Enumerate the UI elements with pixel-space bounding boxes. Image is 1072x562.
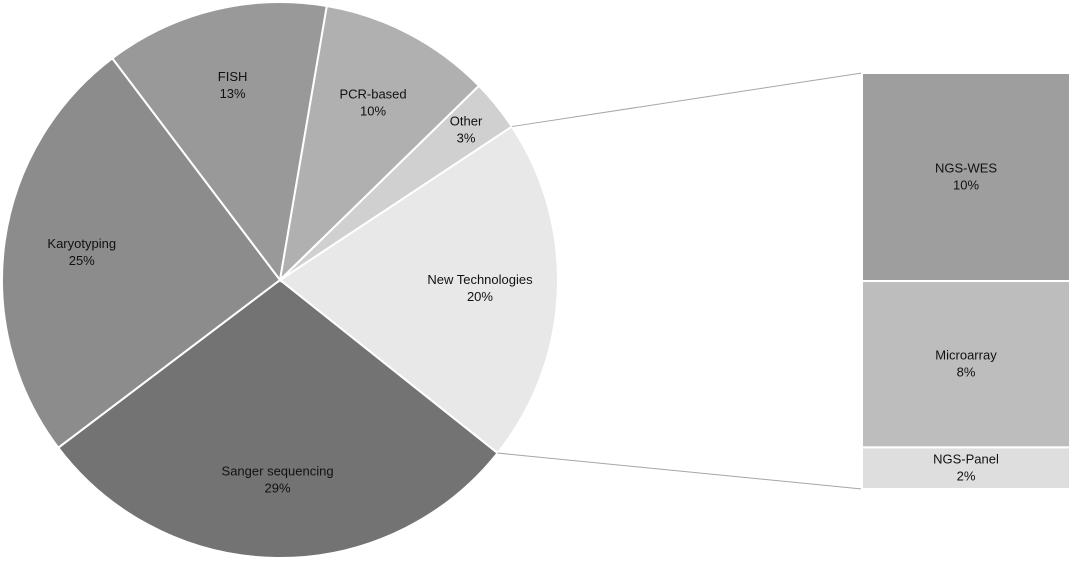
segment-ngs-panel-name: NGS-Panel	[933, 452, 999, 467]
breakout-bar	[861, 72, 1071, 490]
pie	[1, 1, 559, 559]
segment-ngs-panel-label: NGS-Panel 2%	[933, 452, 999, 484]
segment-microarray-value: 8%	[957, 365, 976, 380]
slice-sanger-sequencing-name: Sanger sequencing	[222, 464, 334, 479]
bar-segment-microarray	[861, 280, 1071, 449]
slice-other-name: Other	[450, 113, 483, 128]
slice-sanger-sequencing-value: 29%	[265, 481, 291, 496]
slice-new-technologies-name: New Technologies	[427, 272, 533, 287]
pie-slice-fish	[110, 1, 328, 283]
slice-other-label: Other 3%	[450, 113, 483, 145]
connector-line-bottom	[497, 452, 863, 490]
segment-ngs-panel-value: 2%	[957, 469, 976, 484]
pie-slice-sanger-sequencing	[56, 278, 499, 559]
segment-ngs-wes-name: NGS-WES	[935, 161, 997, 176]
slice-fish-name: FISH	[218, 69, 248, 84]
connector-line-top	[511, 72, 863, 128]
slice-pcr-based-label: PCR-based 10%	[339, 86, 406, 118]
slice-pcr-based-value: 10%	[360, 103, 386, 118]
slice-new-technologies-value: 20%	[467, 289, 493, 304]
slice-karyotyping-name: Karyotyping	[47, 236, 116, 251]
labels: New Technologies 20% Sanger sequencing 29% K…	[47, 69, 999, 496]
slice-karyotyping-label: Karyotyping 25%	[47, 236, 116, 268]
slice-new-technologies-label: New Technologies 20%	[427, 272, 533, 304]
pie-slice-other	[279, 84, 514, 281]
segment-microarray-name: Microarray	[935, 348, 997, 363]
slice-fish-label: FISH 13%	[218, 69, 248, 101]
bar-segment-ngs-panel	[861, 446, 1071, 490]
pie-slice-new-technologies	[278, 125, 559, 455]
segment-ngs-wes-value: 10%	[953, 178, 979, 193]
slice-fish-value: 13%	[220, 86, 246, 101]
connector-lines	[497, 72, 863, 490]
pie-slice-pcr-based	[278, 4, 481, 283]
pie-slice-karyotyping	[1, 56, 282, 450]
slice-karyotyping-value: 25%	[69, 253, 95, 268]
bar-segment-ngs-wes	[861, 72, 1071, 282]
segment-ngs-wes-label: NGS-WES 10%	[935, 161, 997, 193]
segment-microarray-label: Microarray 8%	[935, 348, 997, 380]
slice-pcr-based-name: PCR-based	[339, 86, 406, 101]
slice-other-value: 3%	[457, 130, 476, 145]
slice-sanger-sequencing-label: Sanger sequencing 29%	[222, 464, 334, 496]
